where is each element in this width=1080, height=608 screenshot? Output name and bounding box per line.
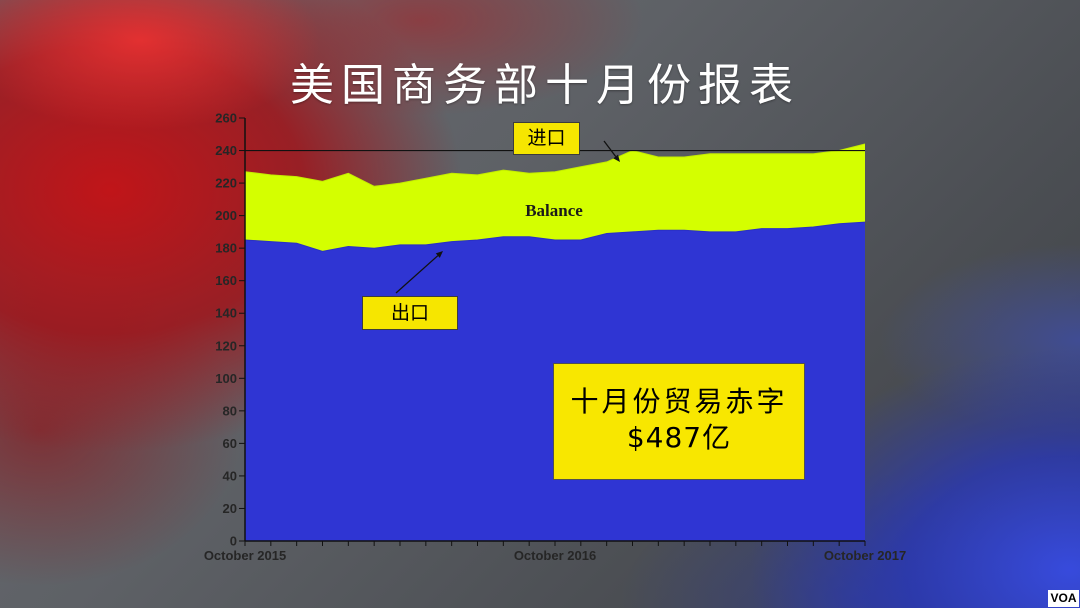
y-tick-label: 200: [215, 208, 237, 223]
exports-arrow-line: [395, 255, 439, 294]
x-tick-label: October 2017: [824, 548, 906, 563]
y-tick-label: 0: [230, 534, 237, 549]
y-tick-label: 20: [223, 501, 237, 516]
y-tick-label: 240: [215, 143, 237, 158]
plot-area: 0 20 40 60 80 100 120 140 160 180 200 220 240 260 Octo…: [204, 111, 906, 564]
x-tick-label: October 2016: [514, 548, 596, 563]
trade-deficit-callout: 十月份贸易赤字 $487亿: [553, 363, 805, 480]
imports-balance-area: [245, 144, 865, 252]
y-tick-label: 140: [215, 306, 237, 321]
y-tick-label: 80: [223, 403, 237, 418]
exports-series-label: 出口: [362, 296, 458, 330]
exports-line: [244, 221, 866, 252]
y-tick-label: 60: [223, 436, 237, 451]
y-tick-label: 180: [215, 241, 237, 256]
y-tick-label: 100: [215, 371, 237, 386]
callout-value: $487亿: [626, 421, 732, 454]
voa-logo: VOA: [1048, 590, 1079, 607]
y-tick-label: 160: [215, 273, 237, 288]
imports-arrow-line: [603, 140, 617, 157]
slide-title: 美国商务部十月份报表: [290, 60, 800, 111]
callout-title: 十月份贸易赤字: [570, 385, 788, 418]
y-tick-label: 220: [215, 176, 237, 191]
imports-series-label: 进口: [513, 122, 580, 155]
imports-arrow-head: [613, 154, 620, 162]
x-tick-label: October 2015: [204, 548, 286, 563]
y-tick-label: 260: [215, 111, 237, 126]
imports-line: [244, 143, 866, 187]
y-tick-label: 120: [215, 338, 237, 353]
annotation-arrows: [395, 140, 620, 294]
exports-arrow-head: [435, 251, 443, 258]
balance-annotation: Balance: [525, 201, 583, 220]
y-tick-label: 40: [223, 468, 237, 483]
